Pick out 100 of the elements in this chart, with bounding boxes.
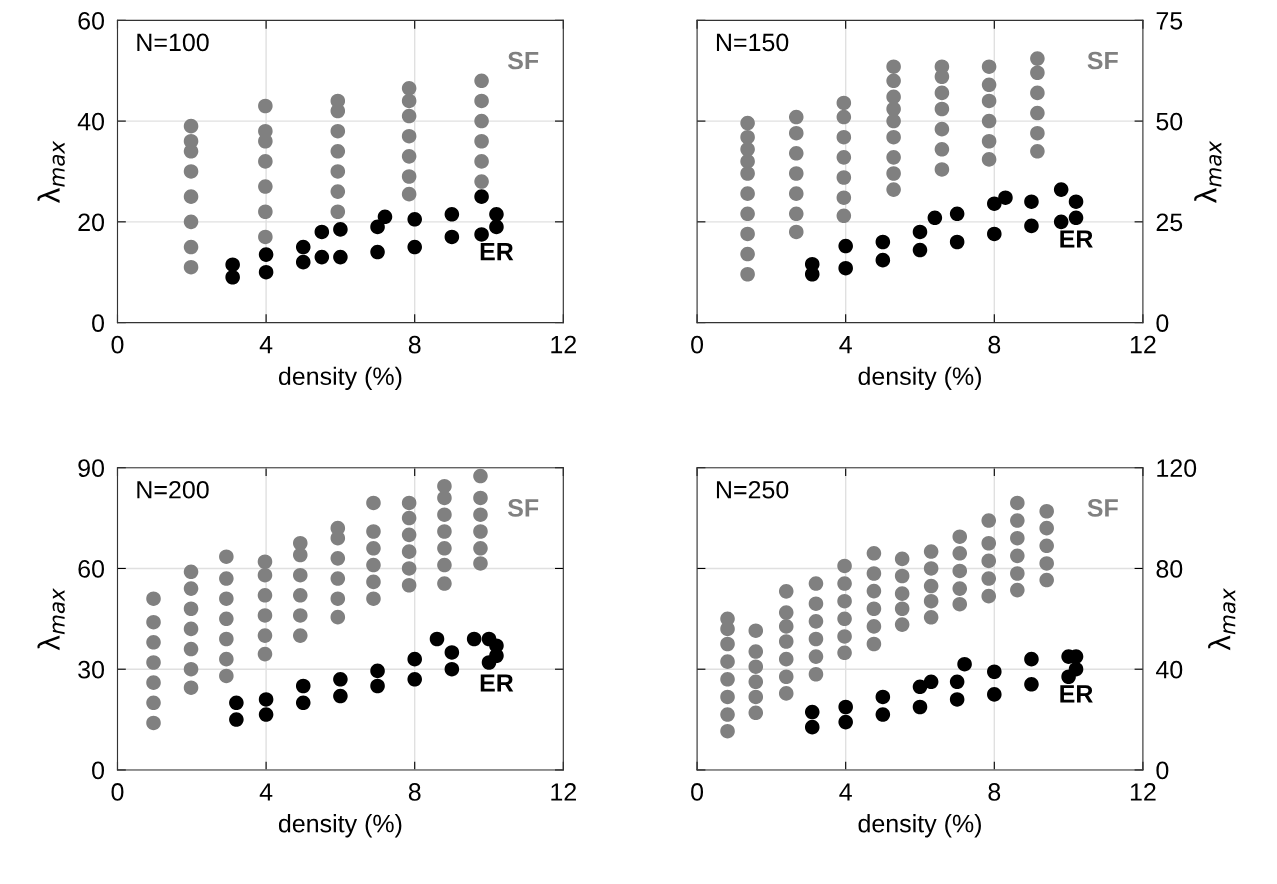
point	[1068, 661, 1084, 677]
point	[444, 229, 460, 245]
point	[401, 128, 417, 144]
x-axis-title: density (%)	[858, 814, 981, 838]
point	[836, 95, 852, 111]
point	[788, 146, 804, 161]
point	[740, 115, 755, 131]
point	[229, 712, 244, 727]
point	[740, 166, 755, 181]
point	[836, 190, 852, 205]
point	[474, 133, 489, 149]
point	[1053, 214, 1069, 230]
point	[875, 252, 891, 268]
point	[330, 164, 346, 179]
annotation: N=100	[137, 33, 209, 52]
point	[836, 109, 852, 125]
point	[330, 123, 346, 139]
point	[740, 186, 755, 201]
point	[370, 244, 385, 260]
point	[875, 234, 891, 250]
x-tick-label: 12	[551, 335, 576, 354]
y-tick-label: 50	[1156, 112, 1183, 131]
point	[740, 266, 755, 282]
point	[987, 687, 1002, 702]
y-axis-title: λ$_{max}$	[37, 140, 65, 203]
point	[886, 129, 901, 145]
point	[838, 699, 853, 715]
point	[886, 166, 901, 181]
y-tick-label: 20	[78, 213, 105, 232]
x-tick-label: 12	[1130, 335, 1156, 354]
y-tick-label: 0	[1156, 314, 1169, 332]
point	[183, 118, 199, 134]
legend-label: ER	[480, 674, 514, 692]
point	[949, 692, 965, 707]
y-tick-label: 80	[1156, 560, 1183, 578]
point	[258, 229, 273, 245]
x-tick-label: 8	[988, 335, 1001, 354]
point	[489, 638, 504, 653]
point	[330, 204, 346, 220]
point	[788, 224, 804, 240]
point	[838, 238, 853, 254]
x-tick-label: 0	[691, 335, 704, 354]
point	[258, 204, 273, 220]
point	[330, 144, 346, 159]
x-tick-label: 0	[111, 335, 124, 354]
point	[258, 707, 274, 722]
x-axis-title: density (%)	[278, 814, 402, 838]
point	[788, 186, 804, 201]
point	[934, 121, 950, 137]
point	[474, 154, 489, 169]
point	[258, 247, 274, 262]
point	[934, 162, 950, 177]
point	[1024, 218, 1039, 234]
point	[1024, 677, 1039, 692]
y-tick-label: 60	[78, 11, 105, 30]
x-tick-label: 4	[259, 783, 273, 801]
y-axis-title: λ$_{max}$	[1208, 588, 1236, 651]
point	[740, 246, 755, 262]
point	[258, 154, 273, 169]
point	[183, 239, 199, 255]
y-tick-label: 0	[92, 761, 105, 780]
annotation: N=150	[716, 33, 789, 52]
point	[875, 689, 891, 705]
point	[927, 210, 943, 226]
point	[981, 113, 997, 129]
x-tick-label: 8	[408, 335, 421, 354]
series-label: SF	[507, 51, 539, 70]
point	[838, 714, 853, 730]
point	[949, 234, 965, 250]
y-axis-title: λ$_{max}$	[37, 588, 65, 651]
point	[886, 182, 901, 197]
point	[912, 699, 928, 715]
point	[295, 239, 311, 255]
point	[981, 152, 997, 167]
point	[1030, 85, 1045, 101]
point	[183, 164, 199, 179]
point	[370, 219, 385, 235]
y-tick-label: 60	[78, 560, 105, 578]
point	[886, 101, 901, 117]
annotation: N=200	[137, 480, 209, 499]
point	[998, 190, 1013, 205]
point	[466, 631, 482, 647]
point	[258, 264, 274, 280]
point	[788, 206, 804, 222]
y-tick-label: 75	[1156, 12, 1183, 30]
x-tick-label: 4	[259, 336, 273, 354]
point	[836, 150, 852, 165]
x-tick-label: 4	[839, 336, 852, 354]
point	[258, 692, 274, 707]
series-label: ER	[1060, 685, 1093, 703]
series-label: ER	[480, 242, 514, 261]
point	[987, 196, 1002, 211]
point	[333, 222, 348, 237]
point	[1024, 194, 1039, 209]
point	[377, 209, 393, 225]
x-tick-label: 12	[1130, 783, 1156, 801]
point	[330, 184, 346, 199]
point	[886, 113, 901, 129]
point	[886, 59, 901, 74]
x-axis-title: density (%)	[858, 366, 981, 391]
